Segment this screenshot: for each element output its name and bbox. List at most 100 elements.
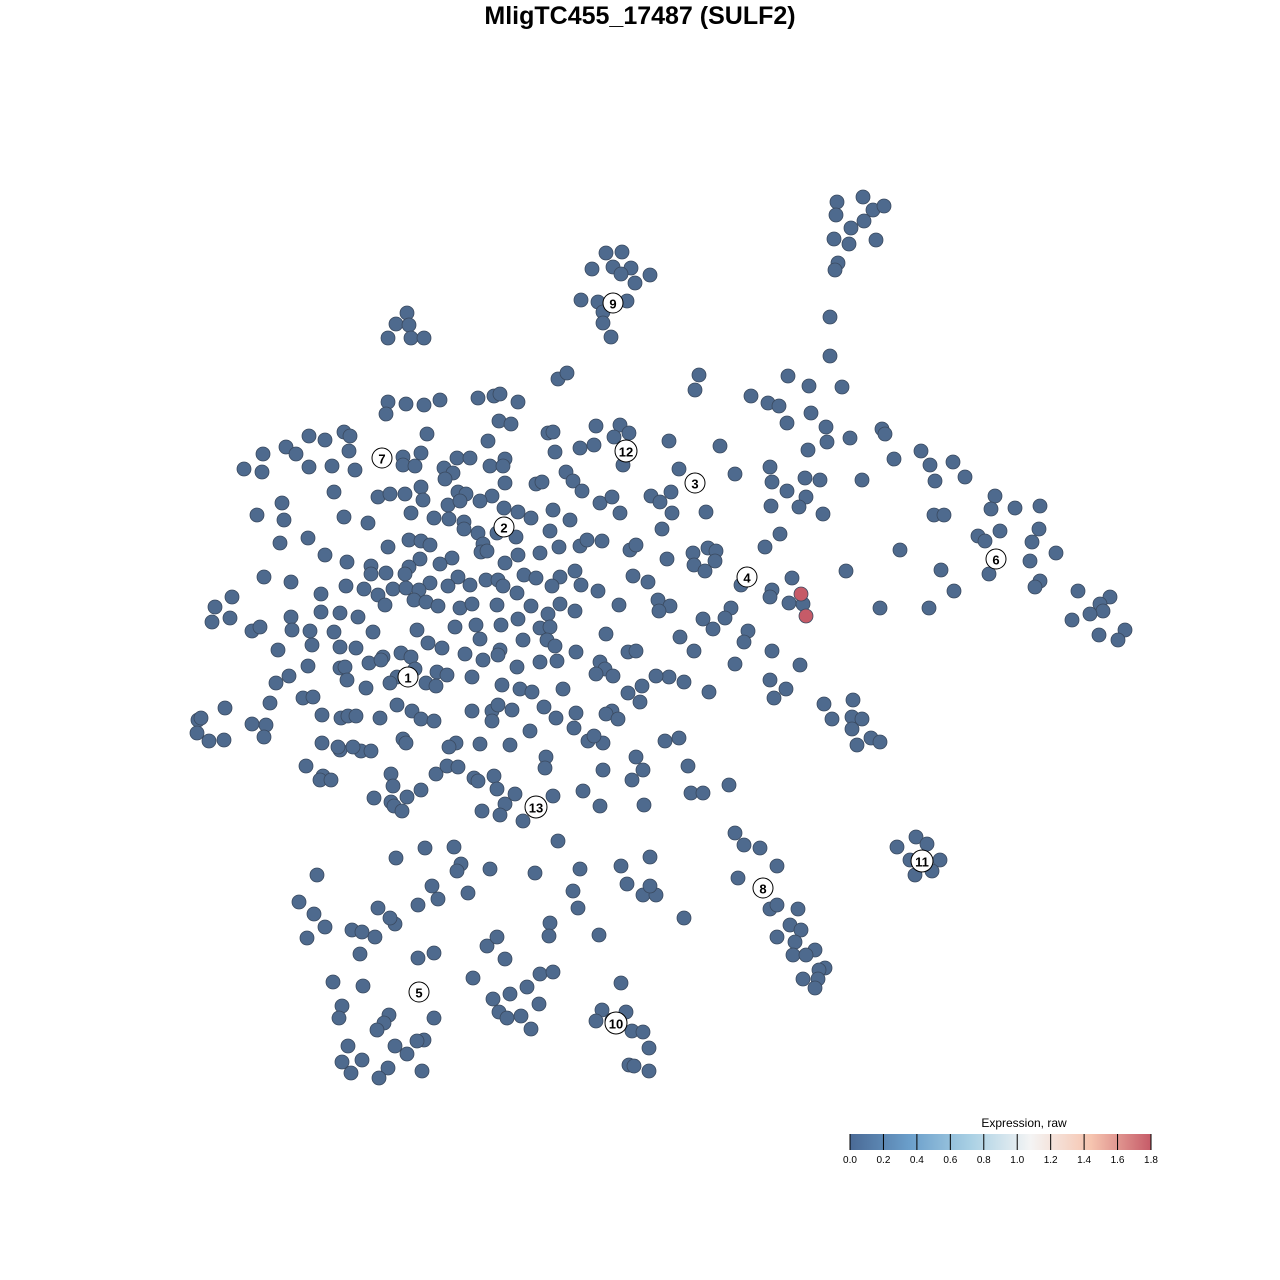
- data-point: [818, 419, 834, 435]
- data-point: [334, 1054, 350, 1070]
- legend-tick-label: 0.2: [876, 1155, 890, 1166]
- cluster-label-7: 7: [371, 447, 393, 469]
- data-point: [382, 910, 398, 926]
- data-point: [992, 523, 1008, 539]
- cluster-label-text: 3: [691, 477, 698, 492]
- cluster-label-text: 12: [619, 445, 633, 460]
- cluster-label-text: 4: [743, 571, 751, 586]
- cluster-label-circle: [604, 1011, 628, 1035]
- data-point: [492, 807, 508, 823]
- data-point: [701, 684, 717, 700]
- data-point: [272, 535, 288, 551]
- data-point: [612, 505, 628, 521]
- data-point: [872, 600, 888, 616]
- data-point: [399, 1046, 415, 1062]
- data-point: [490, 647, 506, 663]
- data-point: [635, 762, 651, 778]
- data-point: [575, 783, 591, 799]
- data-point: [385, 581, 401, 597]
- data-point: [826, 231, 842, 247]
- data-point: [475, 652, 491, 668]
- data-point: [358, 680, 374, 696]
- data-point: [472, 631, 488, 647]
- data-point: [567, 603, 583, 619]
- data-point: [565, 883, 581, 899]
- data-point: [1091, 627, 1107, 643]
- data-point: [1024, 534, 1040, 550]
- data-point: [276, 512, 292, 528]
- data-point: [441, 511, 457, 527]
- data-point: [254, 464, 270, 480]
- data-point: [797, 470, 813, 486]
- data-point: [707, 553, 723, 569]
- data-point: [407, 458, 423, 474]
- data-point: [542, 619, 558, 635]
- data-point: [793, 922, 809, 938]
- data-point: [413, 479, 429, 495]
- data-point: [339, 672, 355, 688]
- data-point: [497, 951, 513, 967]
- data-point: [371, 1070, 387, 1086]
- data-point: [385, 778, 401, 794]
- data-point: [255, 446, 271, 462]
- data-point: [695, 785, 711, 801]
- data-point: [855, 189, 871, 205]
- colorbar: [850, 1134, 1151, 1150]
- cluster-label-3: 3: [684, 472, 706, 494]
- data-point: [298, 758, 314, 774]
- data-point: [236, 461, 252, 477]
- data-point: [204, 614, 220, 630]
- data-point: [565, 473, 581, 489]
- data-point: [378, 565, 394, 581]
- data-point: [545, 964, 561, 980]
- data-point: [769, 929, 785, 945]
- cluster-label-circle: [614, 439, 638, 463]
- data-point: [502, 737, 518, 753]
- data-point: [486, 768, 502, 784]
- data-point: [256, 729, 272, 745]
- data-point: [598, 626, 614, 642]
- data-point: [515, 632, 531, 648]
- data-point: [523, 598, 539, 614]
- data-point: [397, 486, 413, 502]
- data-point: [812, 472, 828, 488]
- data-point: [957, 469, 973, 485]
- data-point: [1027, 579, 1043, 595]
- data-point: [1022, 553, 1038, 569]
- cluster-label-circle: [684, 472, 706, 494]
- data-point: [354, 924, 370, 940]
- data-point: [317, 547, 333, 563]
- data-point: [537, 760, 553, 776]
- data-point: [397, 566, 413, 582]
- legend-tick-label: 1.4: [1077, 1155, 1091, 1166]
- data-point: [544, 578, 560, 594]
- data-point: [456, 521, 472, 537]
- data-point: [410, 950, 426, 966]
- data-point: [549, 653, 565, 669]
- data-point: [892, 542, 908, 558]
- data-point: [432, 556, 448, 572]
- data-point: [398, 396, 414, 412]
- data-point: [464, 596, 480, 612]
- data-point: [648, 668, 664, 684]
- data-point: [522, 723, 538, 739]
- data-point: [332, 639, 348, 655]
- data-point: [336, 509, 352, 525]
- data-point: [841, 236, 857, 252]
- data-point: [555, 681, 571, 697]
- data-point: [503, 416, 519, 432]
- data-point: [325, 974, 341, 990]
- data-point: [573, 292, 589, 308]
- data-point: [389, 697, 405, 713]
- data-point: [509, 585, 525, 601]
- data-point: [341, 443, 357, 459]
- data-point: [508, 529, 524, 545]
- data-point: [479, 938, 495, 954]
- data-point: [588, 418, 604, 434]
- data-point: [413, 782, 429, 798]
- data-point: [424, 878, 440, 894]
- data-point: [672, 629, 688, 645]
- data-point: [567, 563, 583, 579]
- data-point: [291, 894, 307, 910]
